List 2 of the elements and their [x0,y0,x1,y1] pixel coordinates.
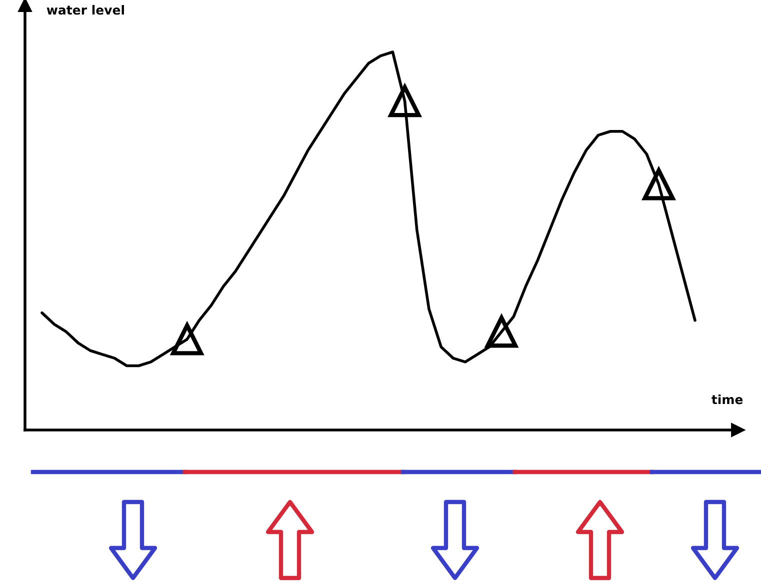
x-axis-title: time [712,394,743,404]
y-axis-title: water level [46,5,124,15]
